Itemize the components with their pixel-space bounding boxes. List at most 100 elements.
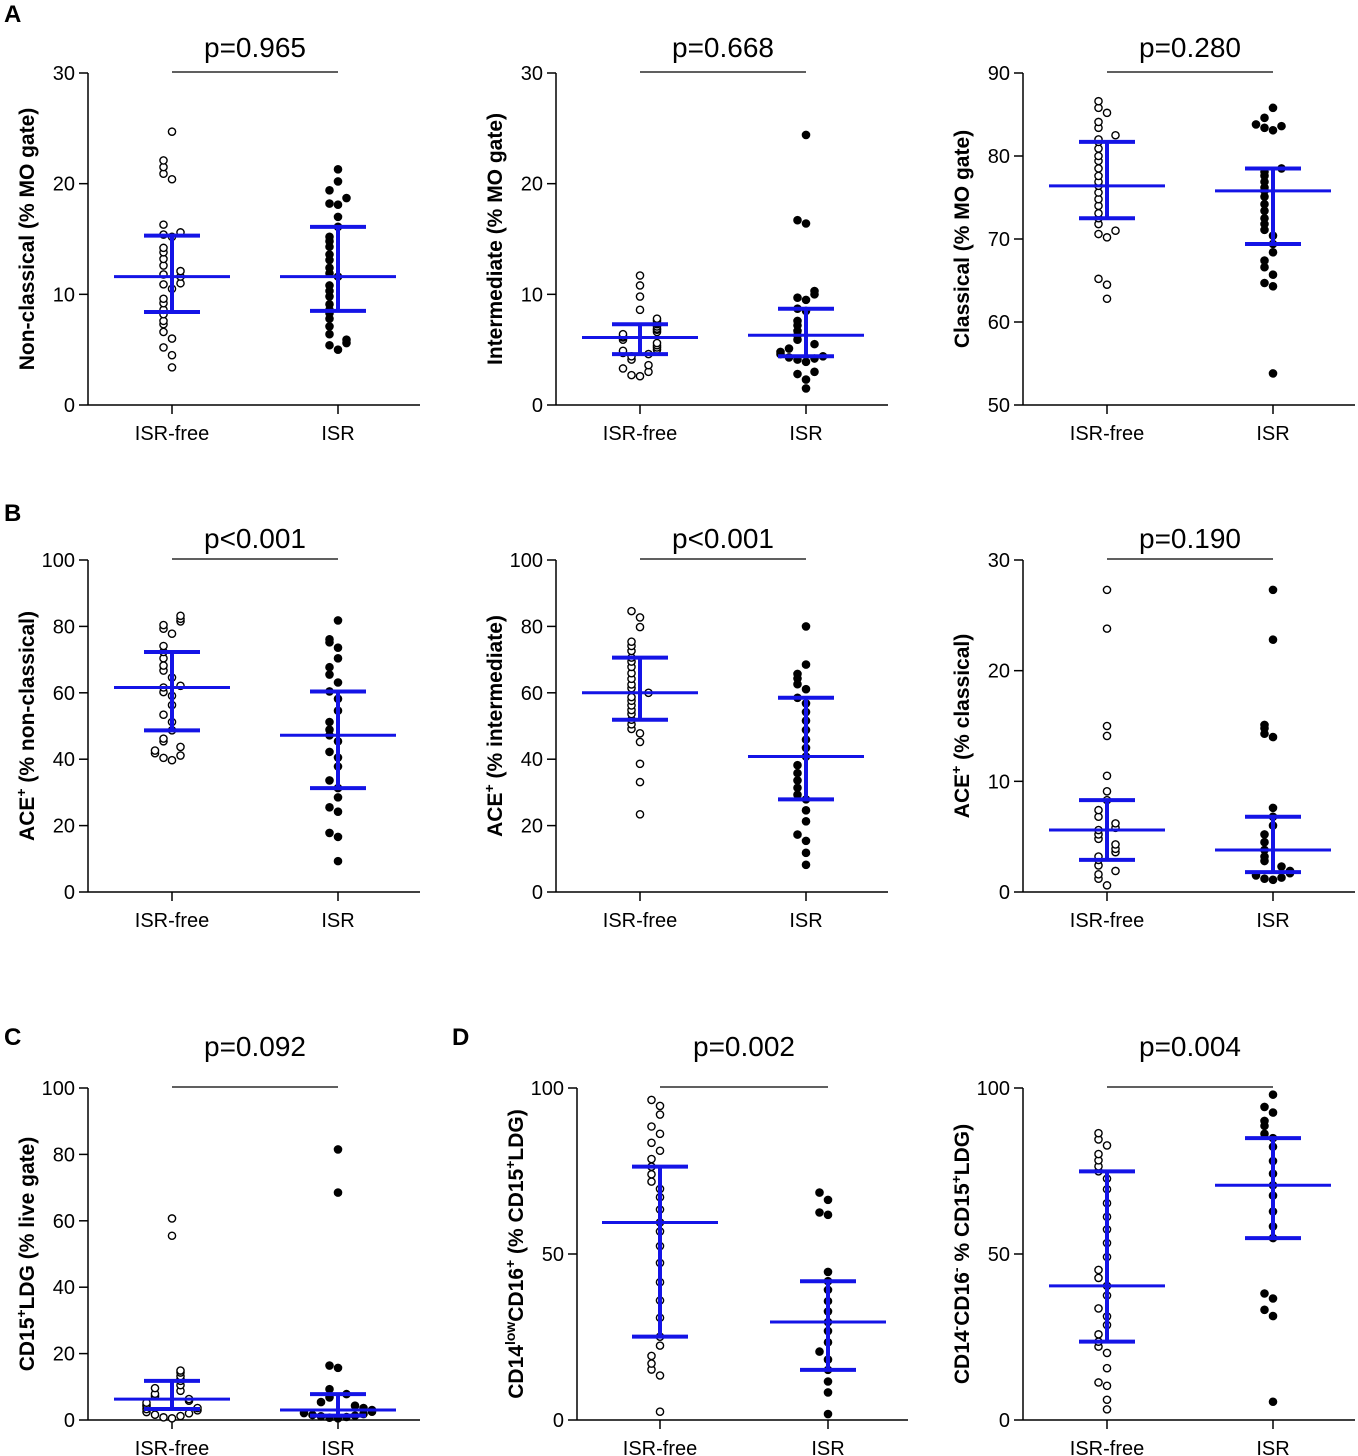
y-axis-label: Non-classical (% MO gate) <box>16 108 39 371</box>
y-tick-label: 50 <box>988 1244 1010 1266</box>
y-tick-label: 30 <box>521 63 543 85</box>
data-point-filled <box>801 660 811 669</box>
y-axis-label-part: LDG) <box>951 1124 974 1175</box>
data-point-filled <box>1268 875 1278 885</box>
data-point-open <box>150 1410 160 1419</box>
data-point-open <box>644 360 653 370</box>
y-tick-label: 10 <box>521 284 543 306</box>
y-axis-label-part: LDG) <box>505 1109 528 1160</box>
p-value-label: p=0.965 <box>204 32 306 63</box>
y-axis-label-superscript: + <box>481 784 497 792</box>
p-value-label: p=0.004 <box>1139 1031 1241 1062</box>
data-point-open <box>1102 108 1112 118</box>
panel-letter-a: A <box>4 1 21 28</box>
data-point-filled <box>325 322 334 331</box>
data-point-filled <box>793 830 802 839</box>
data-point-filled <box>801 357 811 367</box>
x-tick-label: ISR-free <box>135 910 209 932</box>
data-point-filled <box>815 1208 824 1217</box>
y-axis-label-superscript: + <box>948 766 964 774</box>
y-axis-label-part: (% intermediate) <box>484 615 507 784</box>
y-axis-label: CD15+LDG (% live gate) <box>13 1137 39 1372</box>
y-tick-label: 80 <box>521 616 543 638</box>
y-axis-label-superscript: low <box>502 1322 518 1345</box>
y-axis-label-part: (% CD15 <box>505 1168 528 1259</box>
y-tick-label: 40 <box>53 1277 75 1299</box>
data-point-open <box>167 1414 177 1423</box>
data-point-filled <box>333 345 343 354</box>
data-point-filled <box>1268 1311 1278 1321</box>
data-point-open <box>627 637 636 646</box>
y-axis-label-part: CD15 <box>16 1317 39 1371</box>
y-tick-label: 0 <box>64 1410 75 1432</box>
y-tick-label: 20 <box>988 661 1010 683</box>
x-tick-label: ISR-free <box>1070 1438 1144 1456</box>
x-tick-label: ISR <box>1256 910 1289 932</box>
data-point-open <box>1111 130 1120 140</box>
data-point-filled <box>333 164 343 174</box>
data-point-open <box>1094 171 1103 181</box>
data-point-filled <box>801 848 811 858</box>
data-point-filled <box>801 860 811 870</box>
data-point-filled <box>325 828 334 838</box>
y-axis-label: ACE+ (% classical) <box>948 634 974 818</box>
y-tick-label: 60 <box>988 312 1010 334</box>
data-point-open <box>159 734 168 743</box>
data-point-open <box>167 350 177 360</box>
data-point-open <box>159 661 168 670</box>
data-point-open <box>652 338 662 348</box>
data-point-filled <box>325 232 334 242</box>
y-tick-label: 80 <box>53 616 75 638</box>
data-point-open <box>635 810 645 819</box>
data-point-open <box>1102 233 1112 242</box>
y-axis-label: CD14-CD16- % CD15+LDG) <box>948 1124 974 1384</box>
data-point-open <box>159 280 168 289</box>
data-point-open <box>647 1359 656 1368</box>
y-axis-label-part: ACE <box>484 793 507 837</box>
y-axis-label-superscript: - <box>948 1325 964 1330</box>
data-point-filled <box>342 193 351 203</box>
data-point-open <box>655 1407 665 1416</box>
data-point-filled <box>325 635 334 644</box>
x-tick-label: ISR <box>321 910 354 932</box>
data-point-filled <box>1260 1102 1269 1112</box>
y-tick-label: 20 <box>53 1344 75 1366</box>
data-point-filled <box>333 856 343 866</box>
data-point-open <box>1102 1381 1112 1391</box>
y-tick-label: 40 <box>521 749 543 771</box>
data-point-open <box>1111 819 1120 828</box>
y-axis-label-part: Classical (% MO gate) <box>951 130 974 348</box>
y-tick-label: 80 <box>988 146 1010 168</box>
panel-letter-b: B <box>4 500 21 527</box>
data-point-filled <box>325 1384 334 1394</box>
chart-6: 0 10 20 30 ISR-free ISR p=0.190 ACE+ (% classic… <box>948 523 1355 932</box>
y-tick-label: 0 <box>553 1410 564 1432</box>
data-point-open <box>655 1146 665 1156</box>
p-value-label: p<0.001 <box>204 523 306 554</box>
data-point-filled <box>1251 120 1261 129</box>
y-axis-label-superscript: + <box>13 1309 29 1317</box>
data-point-open <box>647 1122 656 1131</box>
x-tick-label: ISR-free <box>1070 910 1144 932</box>
data-point-open <box>1102 721 1112 731</box>
data-point-filled <box>333 653 343 663</box>
data-point-filled <box>801 384 811 393</box>
data-point-filled <box>815 1188 824 1197</box>
data-point-filled <box>793 316 802 326</box>
data-point-open <box>159 156 168 165</box>
x-tick-label: ISR-free <box>1070 423 1144 445</box>
y-tick-label: 0 <box>532 882 543 904</box>
data-point-open <box>159 343 168 352</box>
y-tick-label: 30 <box>988 550 1010 572</box>
data-point-filled <box>1268 635 1278 644</box>
data-point-open <box>1102 1363 1112 1373</box>
data-point-open <box>167 755 177 765</box>
data-point-filled <box>325 803 334 812</box>
data-point-open <box>655 1371 665 1380</box>
data-point-open <box>1102 771 1112 781</box>
data-point-open <box>167 1214 177 1223</box>
data-point-filled <box>325 725 334 734</box>
data-point-filled <box>325 776 334 785</box>
data-point-filled <box>1268 1397 1278 1407</box>
